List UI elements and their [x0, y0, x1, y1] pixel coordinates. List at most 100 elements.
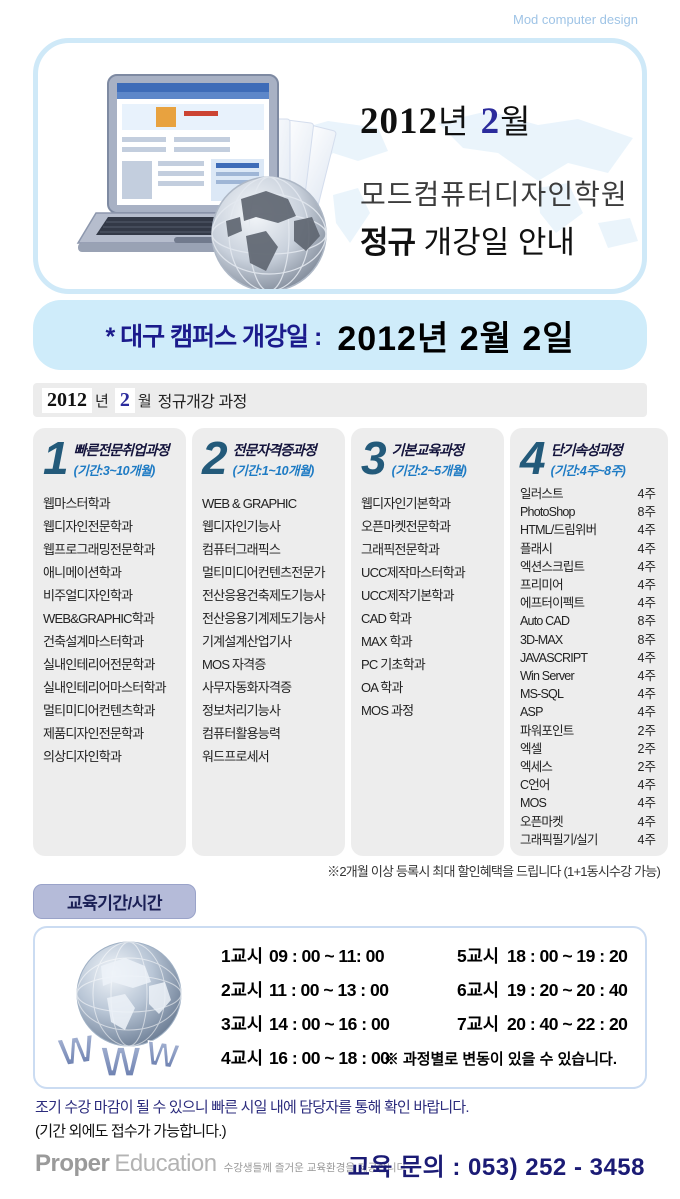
course-name: 엑세스	[520, 760, 553, 775]
course-item: Win Server 4주	[520, 667, 668, 685]
course-item: 전산응용기계제도기능사	[202, 611, 326, 626]
course-item: 그래픽전문학과	[361, 542, 440, 557]
course-item: 전산응용건축제도기능사	[202, 588, 326, 603]
column-title: 단기속성과정	[550, 442, 623, 458]
course-name: 프리미어	[520, 578, 564, 593]
course-list: 일러스트 4주 PhotoShop 8주 HTML/드림위버 4주 플래시 4주 엑션스크립트 4…	[520, 485, 668, 849]
time-row: 3교시 14 : 00 ~ 16 : 00 7교시 20 : 40 ~ 22 :…	[221, 1014, 628, 1034]
course-list: 웹디자인기본학과 오픈마켓전문학과 그래픽전문학과 UCC제작마스터학과 UCC제작기본…	[361, 492, 504, 722]
course-duration: 4주	[637, 832, 656, 847]
course-item: 플래시 4주	[520, 540, 668, 558]
brand-watermark: Mod computer design	[512, 12, 638, 27]
course-item: 3D-MAX 8주	[520, 631, 668, 649]
course-item: 웹프로그래밍전문학과	[43, 542, 155, 557]
course-name: 플래시	[520, 541, 553, 556]
course-item: WEB&GRAPHIC학과	[43, 611, 155, 626]
course-name: 오픈마켓	[520, 814, 564, 829]
course-column-3: 3 기본교육과정 (기간:2~5개월) 웹디자인기본학과 오픈마켓전문학과 그래픽전…	[351, 428, 504, 856]
course-item: 웹디자인전문학과	[43, 519, 133, 534]
course-item: HTML/드림위버 4주	[520, 521, 668, 539]
header-text-block: 2012년 2월 모드컴퓨터디자인학원 정규 개강일 안내	[360, 95, 642, 262]
schedule-section-title: 교육기간/시간	[33, 884, 196, 919]
course-item: 오픈마켓 4주	[520, 813, 668, 831]
svg-text:W: W	[101, 1038, 141, 1084]
course-item: 파워포인트 2주	[520, 722, 668, 740]
course-duration: 4주	[637, 596, 656, 611]
registration-notice: (기간 외에도 접수가 가능합니다.)	[35, 1123, 227, 1140]
campus-label: * 대구 캠퍼스 개강일 :	[105, 323, 322, 351]
academy-name: 모드컴퓨터디자인학원	[360, 179, 628, 210]
proper-education-logo: Proper Education 수강생들께 즐거운 교육환경을 제공합니다	[35, 1150, 407, 1177]
course-duration: 2주	[637, 741, 656, 756]
course-column-2: 2 전문자격증과정 (기간:1~10개월) WEB & GRAPHIC 웹디자인기…	[192, 428, 345, 856]
course-name: 그래픽필기/실기	[520, 832, 598, 847]
header-subtitle: 정규 개강일 안내	[360, 225, 575, 260]
course-duration: 2주	[637, 760, 656, 775]
header-year: 2012	[360, 101, 438, 142]
column-period: (기간:3~10개월)	[73, 464, 156, 478]
course-item: MOS 과정	[361, 703, 414, 718]
column-title: 기본교육과정	[391, 442, 464, 458]
section-month: 2	[114, 387, 135, 413]
time-row: 2교시 11 : 00 ~ 13 : 00 6교시 19 : 20 ~ 20 :…	[221, 980, 628, 1000]
section-year: 2012	[42, 387, 92, 413]
course-name: JAVASCRIPT	[520, 650, 588, 665]
course-item: 에프터이펙트 4주	[520, 594, 668, 612]
class-times: 1교시 09 : 00 ~ 11: 00 5교시 18 : 00 ~ 19 : …	[221, 939, 680, 1075]
course-item: 실내인테리어전문학과	[43, 657, 155, 672]
column-header: 4 단기속성과정 (기간:4주~8주)	[520, 435, 668, 481]
course-name: ASP	[520, 705, 543, 720]
column-header: 1 빠른전문취업과정 (기간:3~10개월)	[43, 435, 186, 481]
course-duration: 4주	[637, 669, 656, 684]
course-item: 워드프로세서	[202, 749, 270, 764]
course-item: UCC제작기본학과	[361, 588, 455, 603]
course-duration: 4주	[637, 796, 656, 811]
course-item: 멀티미디어컨텐츠전문가	[202, 565, 326, 580]
course-item: 애니메이션학과	[43, 565, 122, 580]
course-duration: 8주	[637, 614, 656, 629]
course-name: 에프터이펙트	[520, 596, 585, 611]
course-item: 오픈마켓전문학과	[361, 519, 451, 534]
course-item: PhotoShop 8주	[520, 503, 668, 521]
column-header: 2 전문자격증과정 (기간:1~10개월)	[202, 432, 345, 484]
course-item: 엑세스 2주	[520, 758, 668, 776]
course-item: 사무자동화자격증	[202, 680, 292, 695]
course-name: 엑셀	[520, 741, 542, 756]
course-item: 건축설계마스터학과	[43, 634, 144, 649]
course-item: 프리미어 4주	[520, 576, 668, 594]
course-name: 파워포인트	[520, 723, 574, 738]
course-item: 엑셀 2주	[520, 740, 668, 758]
course-duration: 4주	[637, 523, 656, 538]
globe-www-illustration: W W W	[55, 941, 182, 1084]
course-duration: 4주	[637, 650, 656, 665]
course-duration: 8주	[637, 632, 656, 647]
column-number: 3	[361, 432, 387, 484]
course-item: PC 기초학과	[361, 657, 426, 672]
schedule-time-box: W W W 1교시 09 : 00 ~ 11: 00 5교시 18 : 00 ~…	[33, 926, 647, 1089]
header-month: 2	[480, 101, 501, 142]
column-title: 전문자격증과정	[232, 442, 317, 458]
course-item: 웹마스터학과	[43, 496, 111, 511]
course-item: UCC제작마스터학과	[361, 565, 466, 580]
course-item: 컴퓨터그래픽스	[202, 542, 281, 557]
schedule-variation-note: ※ 과정별로 변동이 있을 수 있습니다.	[383, 1051, 617, 1068]
header-date: 2012년 2월	[360, 101, 532, 142]
course-name: C언어	[520, 778, 550, 793]
course-item: 멀티미디어컨텐츠학과	[43, 703, 155, 718]
campus-open-date-banner: * 대구 캠퍼스 개강일 : 2012년 2월 2일	[33, 300, 647, 370]
course-item: OA 학과	[361, 680, 403, 695]
column-number: 2	[202, 432, 228, 484]
course-item: 기계설계산업기사	[202, 634, 292, 649]
course-duration: 4주	[637, 814, 656, 829]
section-title-bar: 2012 년 2 월 정규개강 과정	[33, 383, 647, 417]
course-item: Auto CAD 8주	[520, 612, 668, 630]
column-period: (기간:1~10개월)	[232, 464, 315, 478]
course-duration: 4주	[637, 578, 656, 593]
course-name: 엑션스크립트	[520, 559, 585, 574]
course-list: 웹마스터학과 웹디자인전문학과 웹프로그래밍전문학과 애니메이션학과 비주얼디자인학과 W…	[43, 492, 186, 768]
course-item: ASP 4주	[520, 703, 668, 721]
course-duration: 4주	[637, 705, 656, 720]
course-name: 3D-MAX	[520, 632, 563, 647]
column-title: 빠른전문취업과정	[73, 442, 170, 458]
course-item: MOS 4주	[520, 794, 668, 812]
